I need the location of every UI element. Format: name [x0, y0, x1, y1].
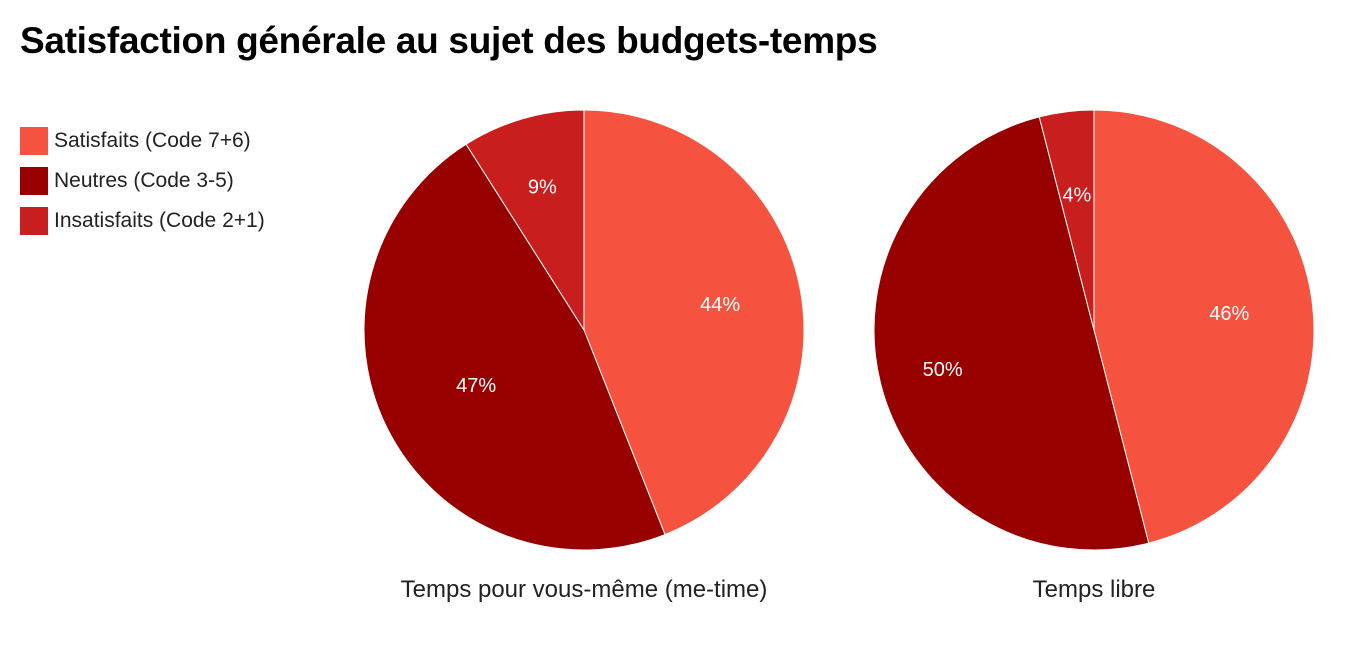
legend-item-neutral: Neutres (Code 3-5): [20, 161, 265, 201]
pie-slice-me-time-neutral: [363, 143, 666, 551]
pie-caption-temps-libre: Temps libre: [1033, 576, 1156, 603]
pie-slice-temps-libre-satisfied: [1093, 109, 1315, 544]
slice-label-temps-libre-satisfied: 46%: [1209, 303, 1249, 325]
legend-label-unsatisfied: Insatisfaits (Code 2+1): [54, 209, 265, 232]
slice-label-me-time-satisfied: 44%: [700, 294, 740, 316]
legend: Satisfaits (Code 7+6) Neutres (Code 3-5)…: [20, 121, 265, 241]
pie-chart-me-time: 44% 47% 9%: [363, 109, 805, 551]
legend-swatch-unsatisfied: [20, 207, 48, 235]
legend-item-satisfied: Satisfaits (Code 7+6): [20, 121, 265, 161]
pie-slice-me-time-satisfied: [583, 109, 805, 536]
slice-label-temps-libre-unsatisfied: 4%: [1062, 185, 1091, 207]
pie-slice-temps-libre-unsatisfied: [1038, 109, 1095, 331]
slice-label-me-time-neutral: 47%: [456, 375, 496, 397]
slice-label-temps-libre-neutral: 50%: [923, 359, 963, 381]
legend-label-neutral: Neutres (Code 3-5): [54, 169, 234, 192]
pie-slice-me-time-unsatisfied: [465, 109, 585, 332]
pie-chart-temps-libre: 46% 50% 4%: [873, 109, 1315, 551]
legend-label-satisfied: Satisfaits (Code 7+6): [54, 129, 251, 152]
chart-title: Satisfaction générale au sujet des budge…: [20, 20, 878, 61]
pie-caption-me-time: Temps pour vous-même (me-time): [401, 576, 768, 603]
pie-slice-temps-libre-neutral: [873, 116, 1150, 551]
legend-item-unsatisfied: Insatisfaits (Code 2+1): [20, 201, 265, 241]
legend-swatch-satisfied: [20, 127, 48, 155]
slice-label-me-time-unsatisfied: 9%: [528, 176, 557, 198]
legend-swatch-neutral: [20, 167, 48, 195]
